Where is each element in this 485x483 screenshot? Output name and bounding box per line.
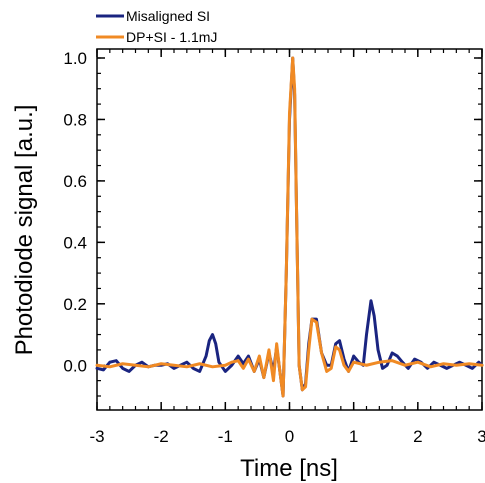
y-tick-label: 0.0 xyxy=(63,356,87,375)
y-axis-title: Photodiode signal [a.u.] xyxy=(11,105,38,356)
y-tick-label: 0.8 xyxy=(63,110,87,129)
x-tick-label: -2 xyxy=(154,427,169,446)
x-axis: -3 -2 -1 0 1 2 3 xyxy=(89,49,485,446)
y-tick-label: 0.6 xyxy=(63,172,87,191)
y-axis: 0.0 0.2 0.4 0.6 0.8 1.0 xyxy=(63,49,482,397)
series-line-dp-si xyxy=(95,56,484,398)
x-tick-label: 2 xyxy=(413,427,422,446)
x-tick-label: 1 xyxy=(349,427,358,446)
x-tick-label: 3 xyxy=(477,427,485,446)
x-tick-label: -1 xyxy=(218,427,233,446)
legend-label-dp-si: DP+SI - 1.1mJ xyxy=(126,29,217,45)
x-tick-label: 0 xyxy=(285,427,294,446)
y-tick-label: 0.2 xyxy=(63,295,87,314)
x-axis-title: Time [ns] xyxy=(240,455,338,482)
series-layer xyxy=(95,56,484,398)
legend: Misaligned SI DP+SI - 1.1mJ xyxy=(96,8,217,45)
legend-label-misaligned-si: Misaligned SI xyxy=(126,8,210,24)
y-tick-label: 1.0 xyxy=(63,49,87,68)
y-tick-label: 0.4 xyxy=(63,233,87,252)
x-tick-label: -3 xyxy=(89,427,104,446)
